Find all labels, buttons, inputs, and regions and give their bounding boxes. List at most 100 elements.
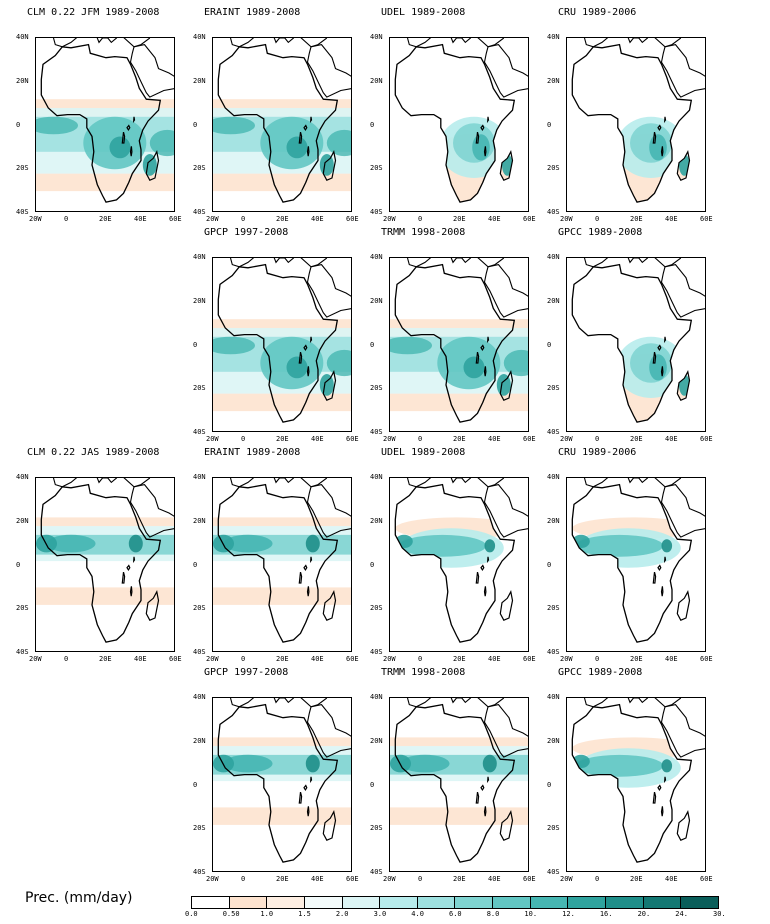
lat-tick-label: 40S xyxy=(547,428,560,436)
precip-map xyxy=(566,477,706,652)
lon-tick-label: 20E xyxy=(630,435,643,443)
lon-tick-label: 0 xyxy=(595,435,600,443)
lon-tick-label: 0 xyxy=(241,435,246,443)
lat-tick-label: 20S xyxy=(16,164,29,173)
panel-title: CRU 1989-2006 xyxy=(558,7,637,18)
colorbar-cell xyxy=(606,897,644,908)
lat-tick-label: 40S xyxy=(547,868,560,876)
lat-tick-label: 40S xyxy=(370,208,383,216)
lon-tick-label: 40E xyxy=(134,655,147,663)
lon-tick-label: 60E xyxy=(700,875,713,883)
lon-tick-label: 0 xyxy=(418,435,423,443)
lon-tick-label: 40E xyxy=(488,215,501,223)
panel-title: CLM 0.22 JAS 1989-2008 xyxy=(27,447,160,458)
lat-tick-label: 40S xyxy=(193,868,206,876)
lat-tick-label: 0 xyxy=(193,120,198,129)
lon-tick-label: 60E xyxy=(346,435,359,443)
lat-tick-label: 40N xyxy=(547,473,560,481)
panel-title: UDEL 1989-2008 xyxy=(381,447,466,458)
lon-tick-label: 20W xyxy=(206,215,219,223)
precip-map xyxy=(212,697,352,872)
lon-tick-label: 20E xyxy=(99,215,112,223)
lat-tick-label: 20S xyxy=(547,604,560,613)
lon-tick-label: 0 xyxy=(595,215,600,223)
precip-map xyxy=(566,697,706,872)
lon-tick-label: 20E xyxy=(453,875,466,883)
lon-tick-label: 0 xyxy=(241,655,246,663)
lon-tick-label: 40E xyxy=(311,215,324,223)
lon-tick-label: 60E xyxy=(523,215,536,223)
panel-title: CRU 1989-2006 xyxy=(558,447,637,458)
lat-tick-label: 20S xyxy=(193,604,206,613)
lon-tick-label: 20W xyxy=(206,435,219,443)
lon-tick-label: 60E xyxy=(700,435,713,443)
lat-tick-label: 40N xyxy=(370,253,383,261)
lon-tick-label: 40E xyxy=(665,875,678,883)
precip-map xyxy=(389,37,529,212)
lat-tick-label: 0 xyxy=(16,120,21,129)
lat-tick-label: 20S xyxy=(193,824,206,833)
lat-tick-label: 0 xyxy=(193,340,198,349)
lon-tick-label: 0 xyxy=(418,655,423,663)
colorbar-tick-label: 1.0 xyxy=(260,910,274,918)
lat-tick-label: 0 xyxy=(16,560,21,569)
colorbar-tick-label: 0.0 xyxy=(185,910,198,918)
lat-tick-label: 40S xyxy=(370,428,383,436)
lat-tick-label: 40S xyxy=(547,208,560,216)
lat-tick-label: 20S xyxy=(16,604,29,613)
lat-tick-label: 20N xyxy=(370,736,383,745)
lat-tick-label: 20S xyxy=(370,824,383,833)
lon-tick-label: 20E xyxy=(453,655,466,663)
precip-map xyxy=(35,37,175,212)
colorbar-tick-label: 16. xyxy=(599,910,613,918)
lon-tick-label: 40E xyxy=(488,875,501,883)
lon-tick-label: 40E xyxy=(311,655,324,663)
lat-tick-label: 40S xyxy=(16,208,29,216)
lat-tick-label: 40S xyxy=(193,428,206,436)
colorbar xyxy=(191,896,719,909)
colorbar-tick-label: 1.5 xyxy=(298,910,311,918)
lon-tick-label: 40E xyxy=(134,215,147,223)
lat-tick-label: 40N xyxy=(193,693,206,701)
lon-tick-label: 20E xyxy=(276,875,289,883)
lon-tick-label: 20E xyxy=(630,655,643,663)
lon-tick-label: 20W xyxy=(206,875,219,883)
lat-tick-label: 40N xyxy=(16,473,29,481)
legend-label: Prec. (mm/day) xyxy=(25,890,133,906)
lat-tick-label: 20N xyxy=(547,516,560,525)
lat-tick-label: 20N xyxy=(547,296,560,305)
lat-tick-label: 40S xyxy=(370,868,383,876)
lon-tick-label: 40E xyxy=(311,435,324,443)
lat-tick-label: 20N xyxy=(547,736,560,745)
precip-map xyxy=(389,477,529,652)
precip-map xyxy=(389,257,529,432)
lon-tick-label: 20W xyxy=(383,875,396,883)
colorbar-cell xyxy=(417,897,456,908)
precip-map xyxy=(212,477,352,652)
precip-map xyxy=(35,477,175,652)
lat-tick-label: 0 xyxy=(547,780,552,789)
lat-tick-label: 20N xyxy=(370,516,383,525)
lat-tick-label: 40S xyxy=(193,648,206,656)
lon-tick-label: 20W xyxy=(560,655,573,663)
lat-tick-label: 40N xyxy=(370,33,383,41)
precip-map xyxy=(566,37,706,212)
lon-tick-label: 20E xyxy=(453,215,466,223)
colorbar-cell xyxy=(568,897,607,908)
lon-tick-label: 60E xyxy=(346,655,359,663)
lat-tick-label: 20N xyxy=(193,76,206,85)
lon-tick-label: 60E xyxy=(169,655,182,663)
lon-tick-label: 20E xyxy=(453,435,466,443)
lat-tick-label: 40S xyxy=(370,648,383,656)
lon-tick-label: 20E xyxy=(630,215,643,223)
lat-tick-label: 0 xyxy=(370,340,375,349)
lon-tick-label: 20W xyxy=(206,655,219,663)
lat-tick-label: 20S xyxy=(193,384,206,393)
lat-tick-label: 0 xyxy=(547,560,552,569)
panel-title: GPCC 1989-2008 xyxy=(558,227,643,238)
lon-tick-label: 0 xyxy=(418,215,423,223)
lon-tick-label: 0 xyxy=(595,655,600,663)
panel-title: GPCP 1997-2008 xyxy=(204,227,289,238)
colorbar-tick-label: 0.50 xyxy=(222,910,240,918)
lat-tick-label: 0 xyxy=(370,120,375,129)
